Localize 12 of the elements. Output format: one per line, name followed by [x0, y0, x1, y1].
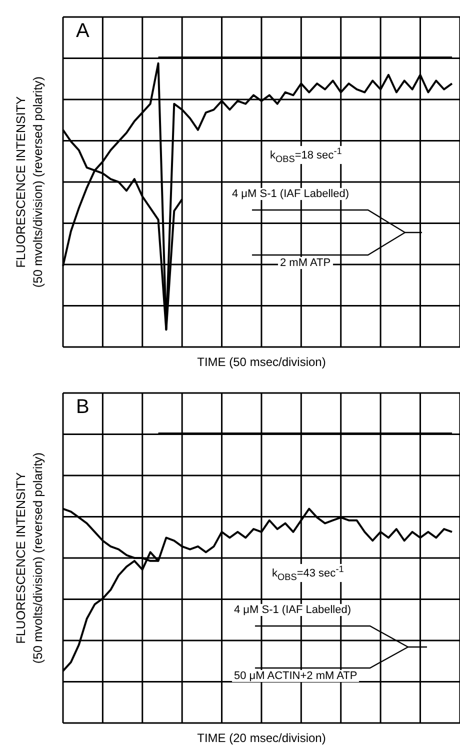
- y-axis-title: FLUORESCENCE INTENSITY (50 mvolts/division) (reversed polarity): [13, 452, 46, 664]
- y-axis-title: FLUORESCENCE INTENSITY (50 mvolts/division) (reversed polarity): [13, 76, 46, 288]
- x-axis-title: TIME (20 msec/division): [196, 731, 327, 745]
- chart-title: A: [72, 20, 94, 43]
- annotation: 4 μM S-1 (IAF Labelled): [230, 188, 351, 200]
- annotation: 50 μM ACTIN+2 mM ATP: [232, 670, 360, 682]
- annotation: 2 mM ATP: [278, 257, 333, 269]
- annotation: k$_{OBS}$=18 sec$^{-1}$: [268, 146, 344, 164]
- annotation: k$_{OBS}$=43 sec$^{-1}$: [270, 564, 346, 582]
- chart-title: B: [72, 396, 94, 419]
- annotation: 4 μM S-1 (IAF Labelled): [232, 604, 353, 616]
- x-axis-title: TIME (50 msec/division): [196, 355, 327, 369]
